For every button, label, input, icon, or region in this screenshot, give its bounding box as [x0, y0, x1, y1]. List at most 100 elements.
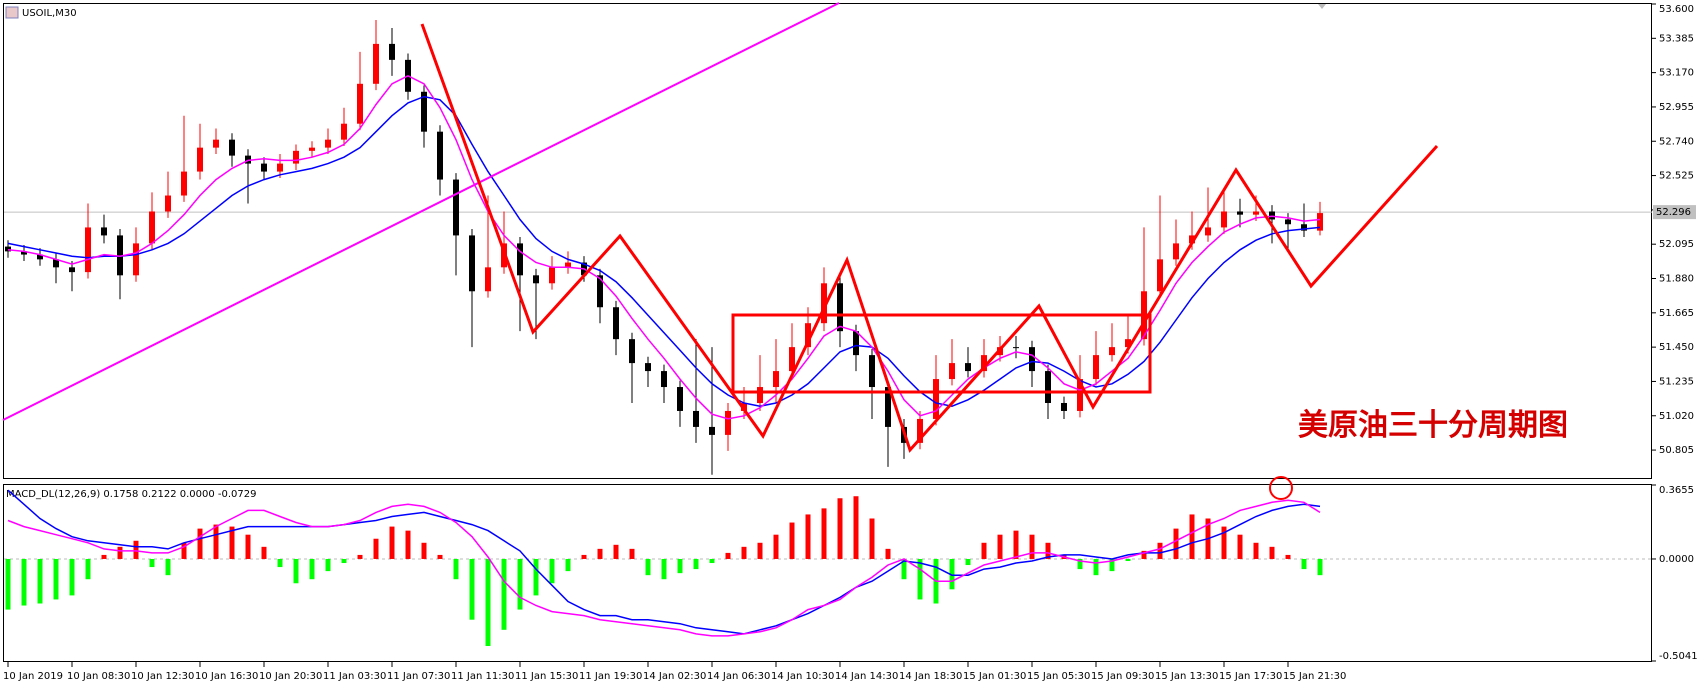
- x-tick-label: 15 Jan 01:30: [963, 671, 1026, 682]
- macd-bar: [693, 558, 699, 570]
- macd-bar: [1029, 534, 1035, 559]
- macd-bar: [517, 558, 523, 610]
- x-tick-label: 10 Jan 16:30: [195, 671, 258, 682]
- x-tick-label: 14 Jan 06:30: [707, 671, 770, 682]
- candle-body: [1173, 243, 1179, 260]
- macd-bar: [149, 558, 155, 568]
- candle-body: [517, 243, 523, 276]
- candle-body: [21, 251, 27, 255]
- candle-body: [837, 283, 843, 332]
- macd-bar: [197, 528, 203, 559]
- candle-body: [85, 227, 91, 273]
- macd-bar: [949, 558, 955, 590]
- x-tick-label: 11 Jan 19:30: [579, 671, 642, 682]
- x-tick-label: 15 Jan 13:30: [1155, 671, 1218, 682]
- candle-body: [69, 267, 75, 273]
- candle-body: [1109, 347, 1115, 356]
- macd-bar: [869, 518, 875, 559]
- macd-bar: [917, 558, 923, 600]
- macd-bar: [1269, 546, 1275, 559]
- candle-body: [933, 379, 939, 419]
- candle-body: [821, 283, 827, 324]
- y-tick-label: 52.525: [1659, 171, 1694, 182]
- macd-bar: [853, 496, 859, 559]
- macd-bar: [165, 558, 171, 576]
- y-tick-label: 50.805: [1659, 445, 1694, 456]
- candle-body: [885, 387, 891, 427]
- y-tick-label: 53.170: [1659, 68, 1694, 79]
- macd-bar: [117, 546, 123, 559]
- zigzag: [420, 23, 1439, 453]
- macd-bar: [37, 558, 43, 604]
- candle-body: [53, 259, 59, 268]
- candle-body: [1157, 259, 1163, 292]
- macd-bar: [661, 558, 667, 580]
- macd-bar: [405, 530, 411, 559]
- macd-bar: [1109, 558, 1115, 572]
- macd-bar: [1253, 542, 1259, 559]
- candle-body: [101, 227, 107, 236]
- macd-bar: [485, 558, 491, 647]
- current-price-label: 52.296: [1656, 207, 1691, 218]
- candle-body: [309, 147, 315, 151]
- macd-bar: [741, 546, 747, 559]
- macd-bar: [453, 558, 459, 580]
- macd-bar: [773, 534, 779, 559]
- macd-bar: [341, 558, 347, 564]
- candle-body: [597, 275, 603, 308]
- candle-body: [117, 235, 123, 276]
- candle-body: [853, 331, 859, 356]
- macd-bar: [981, 542, 987, 559]
- x-tick-label: 11 Jan 03:30: [323, 671, 386, 682]
- macd-bar: [1285, 554, 1291, 559]
- y-tick-label: 51.235: [1659, 376, 1694, 387]
- y-tick-label: -0.5041: [1659, 651, 1697, 662]
- y-tick-label: 52.095: [1659, 239, 1694, 250]
- macd-bar: [1045, 542, 1051, 559]
- macd-bar: [901, 558, 907, 580]
- candle-body: [181, 171, 187, 196]
- candle-body: [229, 139, 235, 156]
- y-tick-label: 51.450: [1659, 342, 1694, 353]
- x-tick-label: 11 Jan 11:30: [451, 671, 514, 682]
- candle-body: [789, 347, 795, 372]
- y-tick-label: 53.385: [1659, 33, 1694, 44]
- macd-bar: [709, 558, 715, 564]
- macd-bar: [21, 558, 27, 606]
- macd-bar: [245, 534, 251, 559]
- macd-bar: [597, 548, 603, 559]
- macd-bar: [213, 524, 219, 559]
- candle-body: [1093, 355, 1099, 380]
- candle-body: [1317, 213, 1323, 231]
- candle-body: [693, 410, 699, 427]
- macd-bar: [133, 540, 139, 559]
- macd-bar: [965, 558, 971, 566]
- candle-body: [277, 163, 283, 172]
- candle-body: [485, 267, 491, 292]
- candle-body: [341, 123, 347, 140]
- macd-bar: [229, 526, 235, 559]
- macd-bar: [805, 514, 811, 559]
- macd-bar: [469, 558, 475, 620]
- indicator-line: [7, 95, 1321, 407]
- x-tick-label: 15 Jan 09:30: [1091, 671, 1154, 682]
- range-box: [731, 313, 1152, 394]
- macd-bar: [1317, 558, 1323, 576]
- x-tick-label: 10 Jan 12:30: [131, 671, 194, 682]
- macd-bar: [533, 558, 539, 596]
- macd-bar: [885, 548, 891, 559]
- macd-bar: [501, 558, 507, 630]
- macd-bar: [293, 558, 299, 584]
- macd-bar: [181, 542, 187, 559]
- macd-bar: [1125, 558, 1131, 561]
- candle-body: [709, 426, 715, 435]
- macd-bar: [69, 558, 75, 596]
- candle-body: [325, 139, 331, 148]
- macd-bar: [1301, 558, 1307, 570]
- candle-body: [805, 323, 811, 348]
- x-tick-label: 11 Jan 07:30: [387, 671, 450, 682]
- candle-body: [1205, 227, 1211, 236]
